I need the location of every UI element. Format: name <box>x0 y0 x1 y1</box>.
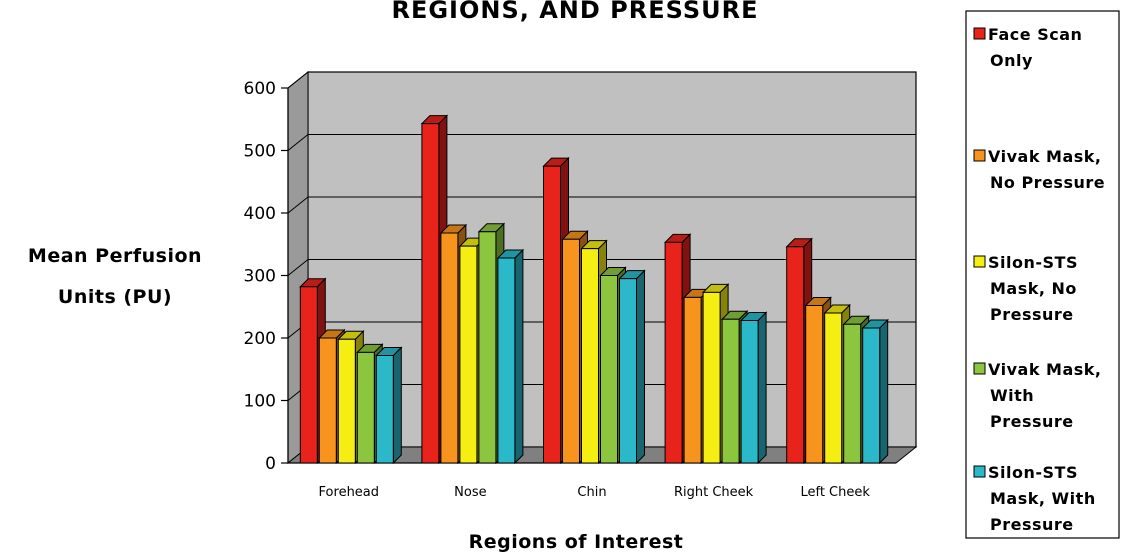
bar <box>739 311 768 465</box>
legend-label: Pressure <box>990 412 1074 431</box>
gridline-side <box>287 71 309 89</box>
legend-entry: Vivak Mask, With Pressure <box>973 360 1101 431</box>
legend-entry: Silon-STS Mask, With Pressure <box>973 463 1096 534</box>
y-tick-label: 400 <box>244 204 276 224</box>
legend-swatch <box>973 149 986 162</box>
legend-label: With <box>990 386 1034 405</box>
gridline-side <box>287 259 309 276</box>
bar <box>496 248 525 465</box>
y-tick-label: 200 <box>244 329 276 349</box>
y-tick-label: 100 <box>244 392 276 412</box>
chart-title: REGIONS, AND PRESSURE <box>391 0 758 24</box>
x-axis-categories: Forehead Nose Chin Right Cheek Left Cheek <box>319 485 871 500</box>
x-axis-title: Regions of Interest <box>469 531 684 553</box>
x-category-label: Right Cheek <box>674 485 754 500</box>
y-axis-title-line-1: Mean Perfusion <box>28 245 202 267</box>
legend-entry: Face Scan Only <box>973 25 1082 70</box>
bar <box>861 318 889 465</box>
gridline-side <box>287 196 309 214</box>
bar <box>618 269 646 465</box>
x-category-label: Nose <box>454 485 486 500</box>
legend-label: Pressure <box>990 305 1074 324</box>
legend-label: Vivak Mask, <box>988 147 1101 166</box>
legend-label: Pressure <box>990 515 1074 534</box>
legend-swatch <box>973 27 986 40</box>
legend-label: Only <box>990 51 1033 70</box>
x-category-label: Left Cheek <box>800 485 870 500</box>
bar <box>375 346 403 465</box>
legend-entry: Silon-STS Mask, No Pressure <box>973 253 1078 324</box>
x-category-label: Chin <box>577 485 606 500</box>
legend-label: Silon-STS <box>988 463 1078 482</box>
legend-swatch <box>973 255 986 268</box>
y-tick-label: 0 <box>265 454 276 474</box>
legend: Face Scan Only Vivak Mask, No Pressure Silon… <box>965 10 1120 539</box>
y-tick-label: 600 <box>244 79 276 99</box>
legend-label: Silon-STS <box>988 253 1078 272</box>
legend-label: No Pressure <box>990 173 1105 192</box>
y-axis-title: Mean Perfusion Units (PU) <box>28 245 202 308</box>
legend-swatch <box>973 465 986 478</box>
x-category-label: Forehead <box>319 485 379 500</box>
legend-swatch <box>973 362 986 375</box>
legend-label: Mask, With <box>990 489 1096 508</box>
y-tick-label: 300 <box>244 267 276 287</box>
legend-label: Vivak Mask, <box>988 360 1101 379</box>
legend-frame <box>965 10 1120 539</box>
legend-label: Mask, No <box>990 279 1077 298</box>
gridline-side <box>287 134 309 151</box>
bars <box>299 114 889 465</box>
y-tick-label: 500 <box>244 142 276 162</box>
legend-label: Face Scan <box>988 25 1082 44</box>
legend-entry: Vivak Mask, No Pressure <box>973 147 1105 192</box>
y-axis-title-line-2: Units (PU) <box>58 286 172 308</box>
